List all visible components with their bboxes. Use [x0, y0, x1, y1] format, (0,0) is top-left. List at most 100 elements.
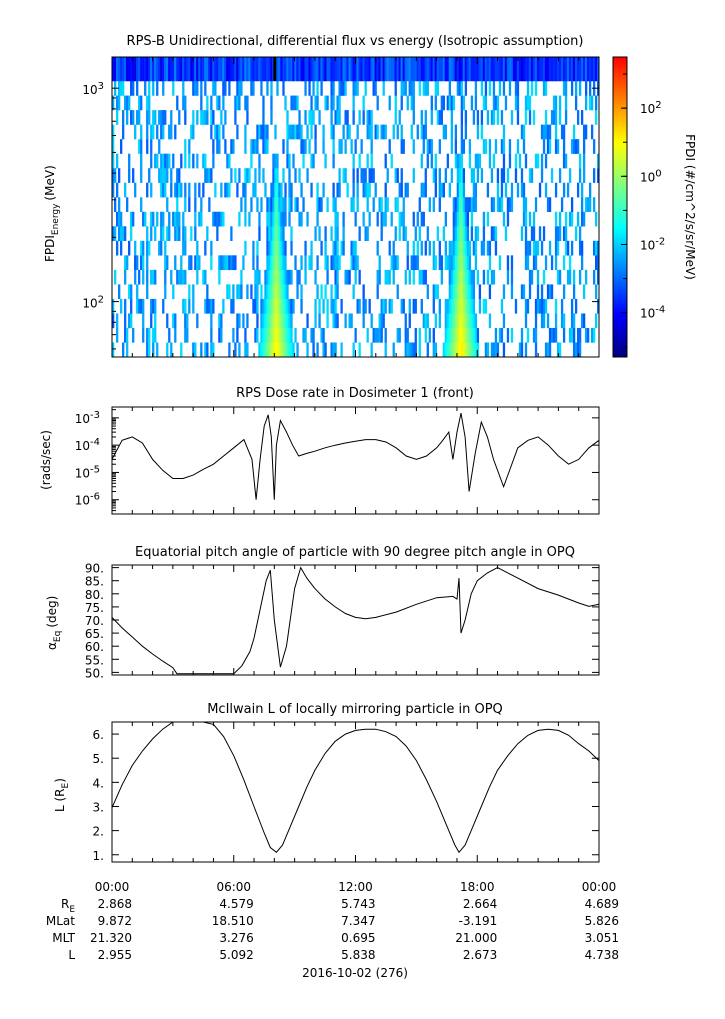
spectrogram-cell [260, 313, 263, 329]
spectrogram-cell [182, 95, 185, 111]
spectrogram-cell [570, 197, 574, 212]
spectrogram-cell [112, 153, 115, 169]
spectrogram-cell [438, 168, 441, 183]
spectrogram-cell [448, 255, 451, 271]
spectrogram-cell [374, 124, 377, 140]
spectrogram-cell [354, 57, 357, 82]
spectrogram-cell [398, 211, 401, 227]
spectrogram-cell [418, 197, 421, 212]
spectrogram-cell [354, 240, 357, 256]
spectrogram-cell [274, 197, 277, 212]
spectrogram-cell [266, 240, 269, 256]
spectrogram-cell [326, 313, 329, 329]
pitch-angle-y-tick-label: 75. [85, 601, 104, 615]
spectrogram-cell [232, 298, 235, 314]
spectrogram-cell [318, 298, 321, 314]
spectrogram-cell [256, 284, 259, 300]
spectrogram-cell [418, 81, 421, 96]
spectrogram-cell [460, 139, 464, 154]
spectrogram-cell [302, 153, 305, 169]
spectrogram-cell [158, 57, 161, 82]
spectrogram-cell [448, 95, 451, 111]
spectrogram-cell [454, 269, 458, 285]
spectrogram-cell [492, 57, 496, 82]
spectrogram-cell [250, 57, 253, 82]
spectrogram-cell [152, 110, 155, 125]
spectrogram-cell [546, 313, 550, 329]
spectrogram-cell [448, 327, 451, 343]
spectrogram-cell [482, 298, 486, 314]
spectrogram-cell [490, 226, 494, 242]
spectrogram-cell [436, 110, 439, 125]
spectrogram-cell [404, 226, 407, 242]
spectrogram-cell [324, 255, 327, 271]
spectrogram-cell [310, 95, 313, 111]
spectrogram-cell [546, 124, 550, 140]
spectrogram-cell [260, 284, 263, 300]
spectrogram-cell [334, 110, 337, 125]
spectrogram-cell [148, 57, 151, 82]
spectrogram-cell [510, 197, 514, 212]
spectrogram-cell [578, 153, 582, 169]
spectrogram-cell [438, 255, 441, 271]
spectrogram-cell [460, 197, 464, 212]
spectrogram-cell [116, 110, 119, 125]
spectrogram-cell [352, 95, 355, 111]
spectrogram-cell [220, 327, 223, 343]
spectrogram-cell [562, 57, 566, 82]
spectrogram-cell [380, 313, 383, 329]
spectrogram-cell [402, 226, 405, 242]
spectrogram-cell [166, 197, 169, 212]
spectrogram-cell [348, 269, 351, 285]
spectrogram-cell [400, 182, 403, 198]
spectrogram-cell [428, 57, 431, 82]
spectrogram-cell [404, 327, 407, 343]
spectrogram-cell [564, 211, 568, 227]
spectrogram-cell [304, 81, 307, 96]
spectrogram-cell [268, 284, 271, 300]
spectrogram-cell [112, 342, 115, 357]
spectrogram-cell [292, 298, 295, 314]
spectrogram-cell [150, 298, 153, 314]
spectrogram-cell [412, 269, 415, 285]
spectrogram-cell [480, 168, 484, 183]
spectrogram-cell [420, 240, 423, 256]
spectrogram-cell [418, 57, 421, 82]
spectrogram-cell [214, 81, 217, 96]
spectrogram-cell [188, 197, 191, 212]
spectrogram-cell [276, 298, 279, 314]
spectrogram-cell [394, 255, 397, 271]
spectrogram-cell [454, 284, 458, 300]
spectrogram-cell [556, 269, 560, 285]
spectrogram-cell [460, 81, 464, 96]
spectrogram-cell [284, 269, 287, 285]
spectrogram-cell [440, 110, 443, 125]
spectrogram-cell [316, 182, 319, 198]
spectrogram-cell [268, 197, 271, 212]
spectrogram-cell [572, 284, 576, 300]
spectrogram-cell [244, 342, 247, 357]
spectrogram-cell [524, 313, 528, 329]
spectrogram-cell [126, 95, 129, 111]
spectrogram-cell [220, 211, 223, 227]
spectrogram-cell [266, 298, 269, 314]
spectrogram-cell [510, 57, 514, 82]
spectrogram-cell [308, 255, 311, 271]
spectrogram-cell [424, 327, 427, 343]
spectrogram-cell [420, 57, 423, 82]
spectrogram-cell [136, 110, 139, 125]
spectrogram-cell [244, 182, 247, 198]
spectrogram-cell [112, 298, 115, 314]
spectrogram-cell [302, 139, 305, 154]
spectrogram-cell [434, 342, 437, 357]
spectrogram-cell [262, 110, 265, 125]
spectrogram-cell [308, 81, 311, 96]
spectrogram-cell [206, 342, 209, 357]
spectrogram-cell [548, 240, 552, 256]
time-tick-label: 06:00 [216, 880, 251, 894]
spectrogram-cell [464, 57, 468, 82]
spectrogram-cell [178, 269, 181, 285]
spectrogram-cell [124, 269, 127, 285]
spectrogram-cell [588, 182, 592, 198]
spectrogram-cell [446, 342, 449, 357]
